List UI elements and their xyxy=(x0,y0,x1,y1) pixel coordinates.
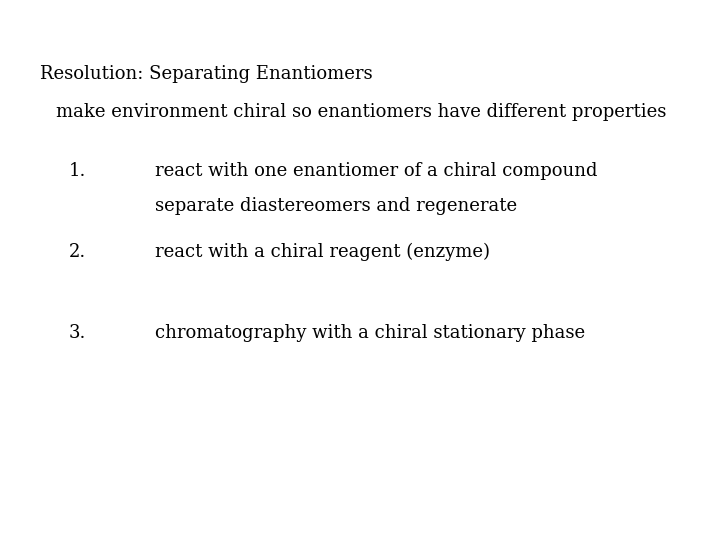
Text: 1.: 1. xyxy=(68,162,86,180)
Text: 2.: 2. xyxy=(68,243,86,261)
Text: 3.: 3. xyxy=(68,324,86,342)
Text: react with one enantiomer of a chiral compound: react with one enantiomer of a chiral co… xyxy=(155,162,598,180)
Text: make environment chiral so enantiomers have different properties: make environment chiral so enantiomers h… xyxy=(56,103,667,120)
Text: react with a chiral reagent (enzyme): react with a chiral reagent (enzyme) xyxy=(155,243,490,261)
Text: separate diastereomers and regenerate: separate diastereomers and regenerate xyxy=(155,197,517,215)
Text: Resolution: Separating Enantiomers: Resolution: Separating Enantiomers xyxy=(40,65,372,83)
Text: chromatography with a chiral stationary phase: chromatography with a chiral stationary … xyxy=(155,324,585,342)
